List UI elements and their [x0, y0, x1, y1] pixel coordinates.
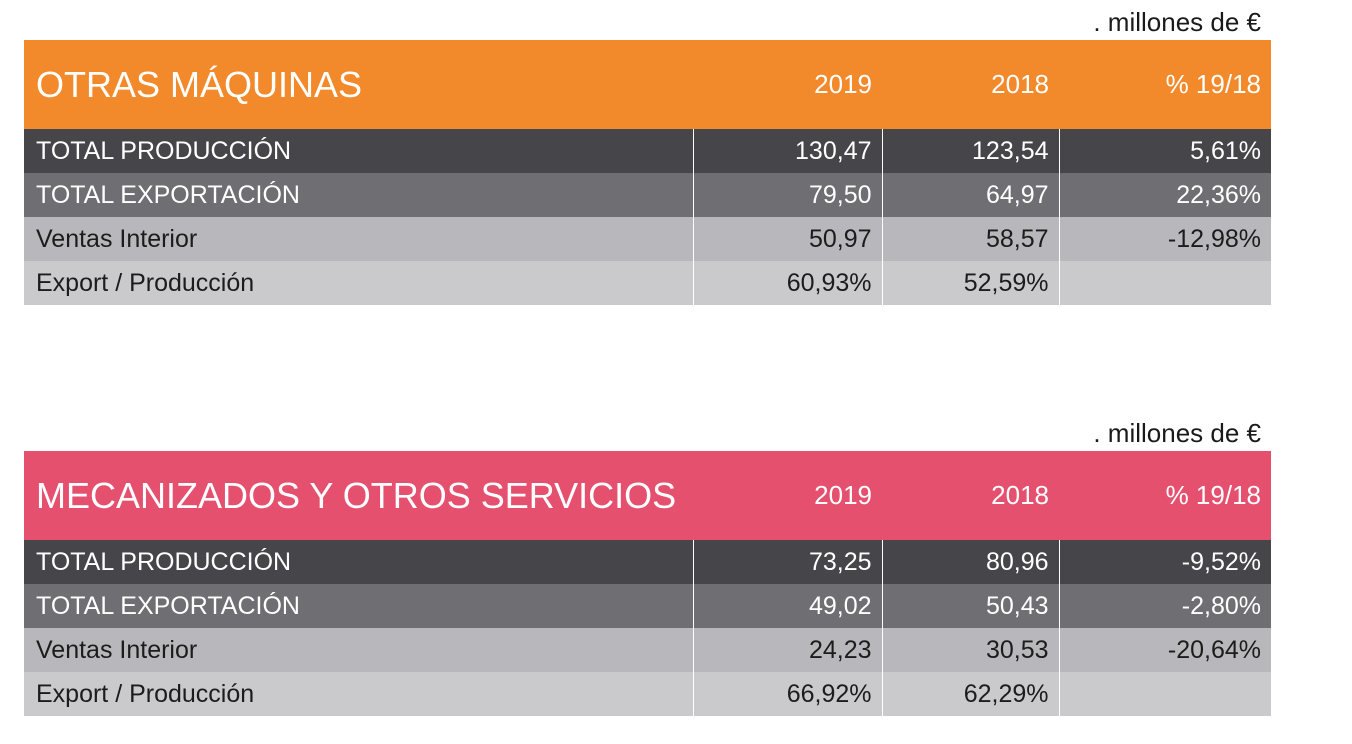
- mecanizados-section: . millones de € MECANIZADOS Y OTROS SERV…: [24, 411, 1271, 716]
- value-pct-change: -2,80%: [1058, 584, 1271, 628]
- header-pct-change: % 19/18: [1059, 451, 1271, 540]
- value-2018: 123,54: [881, 129, 1059, 173]
- table-row: TOTAL EXPORTACIÓN 79,50 64,97 22,36%: [24, 173, 1271, 217]
- header-2019: 2019: [693, 451, 882, 540]
- unit-label: . millones de €: [1093, 7, 1261, 37]
- value-2018: 64,97: [881, 173, 1059, 217]
- value-2019: 24,23: [692, 628, 882, 672]
- table-title: OTRAS MÁQUINAS: [24, 40, 693, 129]
- value-2019: 79,50: [692, 173, 882, 217]
- value-pct-change: [1058, 672, 1271, 716]
- row-label: TOTAL PRODUCCIÓN: [24, 129, 693, 173]
- header-2019: 2019: [693, 40, 882, 129]
- value-2018: 30,53: [881, 628, 1059, 672]
- value-2018: 80,96: [881, 540, 1059, 584]
- header-pct-change: % 19/18: [1059, 40, 1271, 129]
- table-row: Ventas Interior 24,23 30,53 -20,64%: [24, 628, 1271, 672]
- row-label: Ventas Interior: [24, 217, 693, 261]
- value-2019: 66,92%: [692, 672, 882, 716]
- mecanizados-table: MECANIZADOS Y OTROS SERVICIOS 2019 2018 …: [24, 451, 1271, 716]
- value-2018: 50,43: [881, 584, 1059, 628]
- value-pct-change: -12,98%: [1058, 217, 1271, 261]
- otras-maquinas-section: . millones de € OTRAS MÁQUINAS 2019 2018…: [24, 0, 1271, 305]
- table-row: TOTAL EXPORTACIÓN 49,02 50,43 -2,80%: [24, 584, 1271, 628]
- table-row: TOTAL PRODUCCIÓN 73,25 80,96 -9,52%: [24, 540, 1271, 584]
- row-label: Export / Producción: [24, 672, 693, 716]
- value-2019: 130,47: [692, 129, 882, 173]
- table-row: TOTAL PRODUCCIÓN 130,47 123,54 5,61%: [24, 129, 1271, 173]
- header-2018: 2018: [882, 40, 1059, 129]
- value-2019: 50,97: [692, 217, 882, 261]
- row-label: TOTAL PRODUCCIÓN: [24, 540, 693, 584]
- table-row: Export / Producción 60,93% 52,59%: [24, 261, 1271, 305]
- row-label: Export / Producción: [24, 261, 693, 305]
- value-2018: 58,57: [881, 217, 1059, 261]
- row-label: TOTAL EXPORTACIÓN: [24, 584, 693, 628]
- unit-label: . millones de €: [1093, 418, 1261, 448]
- table-row: Export / Producción 66,92% 62,29%: [24, 672, 1271, 716]
- table-title: MECANIZADOS Y OTROS SERVICIOS: [24, 451, 693, 540]
- value-2018: 62,29%: [881, 672, 1059, 716]
- value-2018: 52,59%: [881, 261, 1059, 305]
- table-header-row: MECANIZADOS Y OTROS SERVICIOS 2019 2018 …: [24, 451, 1271, 540]
- row-label: Ventas Interior: [24, 628, 693, 672]
- otras-maquinas-table: OTRAS MÁQUINAS 2019 2018 % 19/18 TOTAL P…: [24, 40, 1271, 305]
- value-2019: 73,25: [692, 540, 882, 584]
- value-pct-change: -9,52%: [1058, 540, 1271, 584]
- value-pct-change: -20,64%: [1058, 628, 1271, 672]
- table-header-row: OTRAS MÁQUINAS 2019 2018 % 19/18: [24, 40, 1271, 129]
- header-2018: 2018: [882, 451, 1059, 540]
- value-2019: 60,93%: [692, 261, 882, 305]
- value-pct-change: [1058, 261, 1271, 305]
- row-label: TOTAL EXPORTACIÓN: [24, 173, 693, 217]
- table-row: Ventas Interior 50,97 58,57 -12,98%: [24, 217, 1271, 261]
- value-pct-change: 22,36%: [1058, 173, 1271, 217]
- value-2019: 49,02: [692, 584, 882, 628]
- value-pct-change: 5,61%: [1058, 129, 1271, 173]
